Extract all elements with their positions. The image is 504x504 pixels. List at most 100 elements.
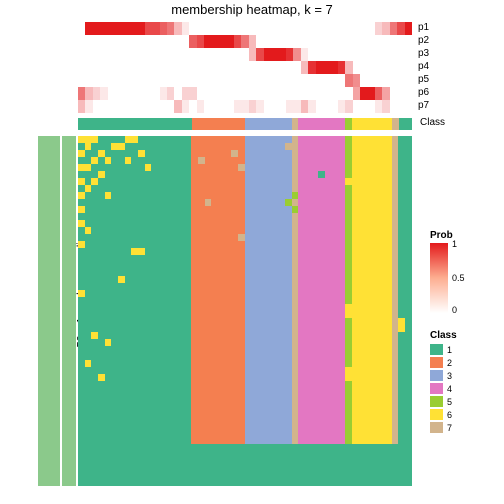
prob-cell xyxy=(264,22,271,35)
heatmap-cell xyxy=(325,304,332,311)
heatmap-cell xyxy=(392,465,399,472)
heatmap-cell xyxy=(251,472,258,479)
heatmap-cell xyxy=(385,388,392,395)
heatmap-cell xyxy=(131,283,138,290)
heatmap-cell xyxy=(211,402,218,409)
prob-cell xyxy=(137,35,144,48)
heatmap-cell xyxy=(78,479,85,486)
heatmap-cell xyxy=(85,276,92,283)
heatmap-cell xyxy=(271,227,278,234)
heatmap-cell xyxy=(78,388,85,395)
heatmap-cell xyxy=(332,381,339,388)
heatmap-cell xyxy=(211,416,218,423)
heatmap-cell xyxy=(298,388,305,395)
heatmap-cell xyxy=(312,185,319,192)
heatmap-cell xyxy=(125,388,132,395)
heatmap-cell xyxy=(118,339,125,346)
heatmap-cell xyxy=(365,388,372,395)
heatmap-cell xyxy=(98,346,105,353)
heatmap-cell xyxy=(211,276,218,283)
heatmap-cell xyxy=(245,213,252,220)
heatmap-cell xyxy=(178,283,185,290)
heatmap-cell xyxy=(298,164,305,171)
prob-cell xyxy=(278,48,285,61)
heatmap-cell xyxy=(332,206,339,213)
heatmap-cell xyxy=(138,199,145,206)
prob-cell xyxy=(375,61,382,74)
heatmap-cell xyxy=(372,304,379,311)
heatmap-cell xyxy=(191,136,198,143)
heatmap-cell xyxy=(151,234,158,241)
heatmap-cell xyxy=(171,213,178,220)
heatmap-cell xyxy=(318,332,325,339)
heatmap-cell xyxy=(151,248,158,255)
heatmap-cell xyxy=(345,346,352,353)
heatmap-cell xyxy=(185,416,192,423)
heatmap-cell xyxy=(111,367,118,374)
heatmap-cell xyxy=(405,367,412,374)
heatmap-cell xyxy=(292,255,299,262)
heatmap-cell xyxy=(385,339,392,346)
heatmap-cell xyxy=(392,164,399,171)
heatmap-cell xyxy=(358,276,365,283)
heatmap-cell xyxy=(245,164,252,171)
heatmap-cell xyxy=(405,297,412,304)
heatmap-cell xyxy=(238,311,245,318)
heatmap-cell xyxy=(158,178,165,185)
heatmap-cell xyxy=(312,374,319,381)
prob-cell xyxy=(271,22,278,35)
heatmap-cell xyxy=(392,395,399,402)
heatmap-cell xyxy=(258,318,265,325)
heatmap-cell xyxy=(98,458,105,465)
heatmap-cell xyxy=(191,255,198,262)
heatmap-cell xyxy=(125,332,132,339)
heatmap-cell xyxy=(265,402,272,409)
heatmap-cell xyxy=(111,304,118,311)
heatmap-cell xyxy=(231,192,238,199)
heatmap-cell xyxy=(338,367,345,374)
heatmap-cell xyxy=(238,325,245,332)
prob-cell xyxy=(85,22,92,35)
heatmap-cell xyxy=(265,353,272,360)
heatmap-cell xyxy=(245,143,252,150)
heatmap-cell xyxy=(125,199,132,206)
heatmap-cell xyxy=(145,136,152,143)
prob-cell xyxy=(85,74,92,87)
heatmap-cell xyxy=(85,381,92,388)
heatmap-cell xyxy=(345,143,352,150)
heatmap-cell xyxy=(218,248,225,255)
heatmap-cell xyxy=(105,479,112,486)
heatmap-cell xyxy=(118,234,125,241)
heatmap-cell xyxy=(405,255,412,262)
heatmap-cell xyxy=(145,395,152,402)
heatmap-cell xyxy=(365,269,372,276)
heatmap-cell xyxy=(78,402,85,409)
heatmap-cell xyxy=(352,325,359,332)
heatmap-cell xyxy=(145,262,152,269)
heatmap-cell xyxy=(238,332,245,339)
heatmap-cell xyxy=(372,479,379,486)
heatmap-cell xyxy=(138,248,145,255)
heatmap-cell xyxy=(265,206,272,213)
heatmap-cell xyxy=(151,171,158,178)
heatmap-cell xyxy=(125,360,132,367)
heatmap-cell xyxy=(158,269,165,276)
heatmap-cell xyxy=(205,367,212,374)
prob-cell xyxy=(308,100,315,113)
heatmap-cell xyxy=(318,192,325,199)
heatmap-cell xyxy=(165,213,172,220)
heatmap-cell xyxy=(191,276,198,283)
prob-cell xyxy=(338,35,345,48)
heatmap-cell xyxy=(118,423,125,430)
prob-cell xyxy=(204,22,211,35)
heatmap-cell xyxy=(251,304,258,311)
heatmap-cell xyxy=(118,437,125,444)
heatmap-cell xyxy=(385,150,392,157)
prob-cell xyxy=(160,61,167,74)
heatmap-cell xyxy=(345,206,352,213)
prob-row-label: p4 xyxy=(418,61,468,72)
heatmap-cell xyxy=(398,290,405,297)
heatmap-cell xyxy=(171,339,178,346)
heatmap-cell xyxy=(191,360,198,367)
heatmap-cell xyxy=(398,332,405,339)
